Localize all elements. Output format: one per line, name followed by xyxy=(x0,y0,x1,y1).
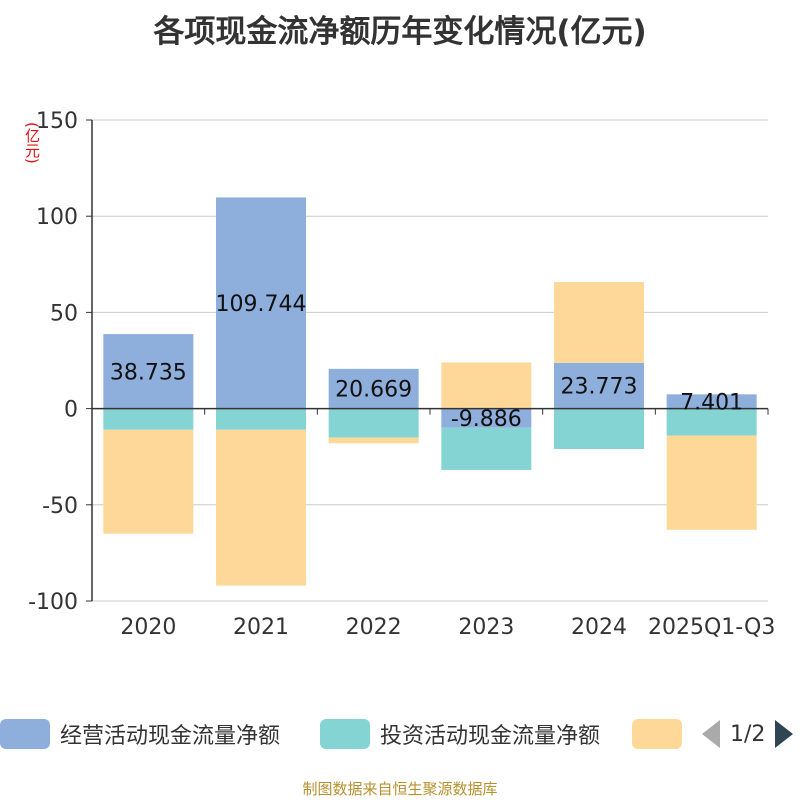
legend-pager: 1/2 xyxy=(702,716,794,752)
data-label: 20.669 xyxy=(335,378,412,403)
bar-financing-2021 xyxy=(216,429,306,586)
y-tick-label: 50 xyxy=(50,301,78,326)
bar-operating-2023 xyxy=(441,408,532,428)
x-tick-label: 2023 xyxy=(458,615,514,640)
y-tick-label: 0 xyxy=(64,398,78,423)
bar-investing-2025Q1-Q3 xyxy=(666,408,757,436)
legend-label-investing: 投资活动现金流量净额 xyxy=(380,724,601,749)
x-tick-label: 2024 xyxy=(571,615,627,640)
bar-financing-2023 xyxy=(441,362,532,409)
bar-investing-2022 xyxy=(328,408,419,438)
bar-investing-2024 xyxy=(554,408,644,450)
data-source-footer: 制图数据来自恒生聚源数据库 xyxy=(302,780,498,798)
bar-operating-2024 xyxy=(554,362,644,409)
bar-investing-2021 xyxy=(216,408,306,430)
data-label: 7.401 xyxy=(680,390,743,415)
y-tick-label: 150 xyxy=(36,109,78,134)
bar-operating-2021 xyxy=(216,197,306,409)
legend-swatch-financing xyxy=(632,719,682,749)
bar-operating-2020 xyxy=(103,334,194,409)
data-label: 109.744 xyxy=(216,292,307,317)
y-tick-label: -50 xyxy=(42,494,78,519)
y-tick-label: -100 xyxy=(28,590,78,615)
bar-chart: 150 100 50 0 -50 -100 38.735 109.744 20.669 -9.88… xyxy=(28,109,775,640)
legend-swatch-investing xyxy=(320,719,370,749)
legend-label-operating: 经营活动现金流量净额 xyxy=(60,724,281,749)
bar-investing-2023 xyxy=(441,427,532,470)
data-label: 23.773 xyxy=(561,375,638,400)
legend-item-investing[interactable]: 投资活动现金流量净额 xyxy=(320,716,600,752)
bar-financing-2025Q1-Q3 xyxy=(666,435,757,530)
legend: 经营活动现金流量净额 投资活动现金流量净额 1/2 xyxy=(0,716,800,752)
legend-item-operating[interactable]: 经营活动现金流量净额 xyxy=(0,716,280,752)
legend-page-indicator: 1/2 xyxy=(730,721,766,747)
x-tick-label: 2022 xyxy=(346,615,402,640)
legend-prev-page-icon[interactable] xyxy=(702,720,720,748)
bar-financing-2022 xyxy=(328,437,419,444)
y-axis-unit-label: (亿元) xyxy=(23,122,41,164)
x-tick-label: 2025Q1-Q3 xyxy=(648,615,775,640)
bar-financing-2020 xyxy=(103,429,194,534)
y-tick-label: 100 xyxy=(36,205,78,230)
bar-investing-2020 xyxy=(103,408,194,430)
bar-financing-2024 xyxy=(554,282,644,363)
chart-title: 各项现金流净额历年变化情况(亿元) xyxy=(153,14,647,50)
bar-operating-2022 xyxy=(328,368,419,409)
legend-swatch-operating xyxy=(0,719,50,749)
x-tick-label: 2020 xyxy=(120,615,176,640)
x-tick-label: 2021 xyxy=(233,615,289,640)
legend-item-financing[interactable] xyxy=(632,716,692,752)
legend-next-page-icon[interactable] xyxy=(775,720,794,748)
data-label: -9.886 xyxy=(451,407,522,432)
bar-operating-2025Q1-Q3 xyxy=(666,394,757,409)
data-label: 38.735 xyxy=(110,360,187,385)
